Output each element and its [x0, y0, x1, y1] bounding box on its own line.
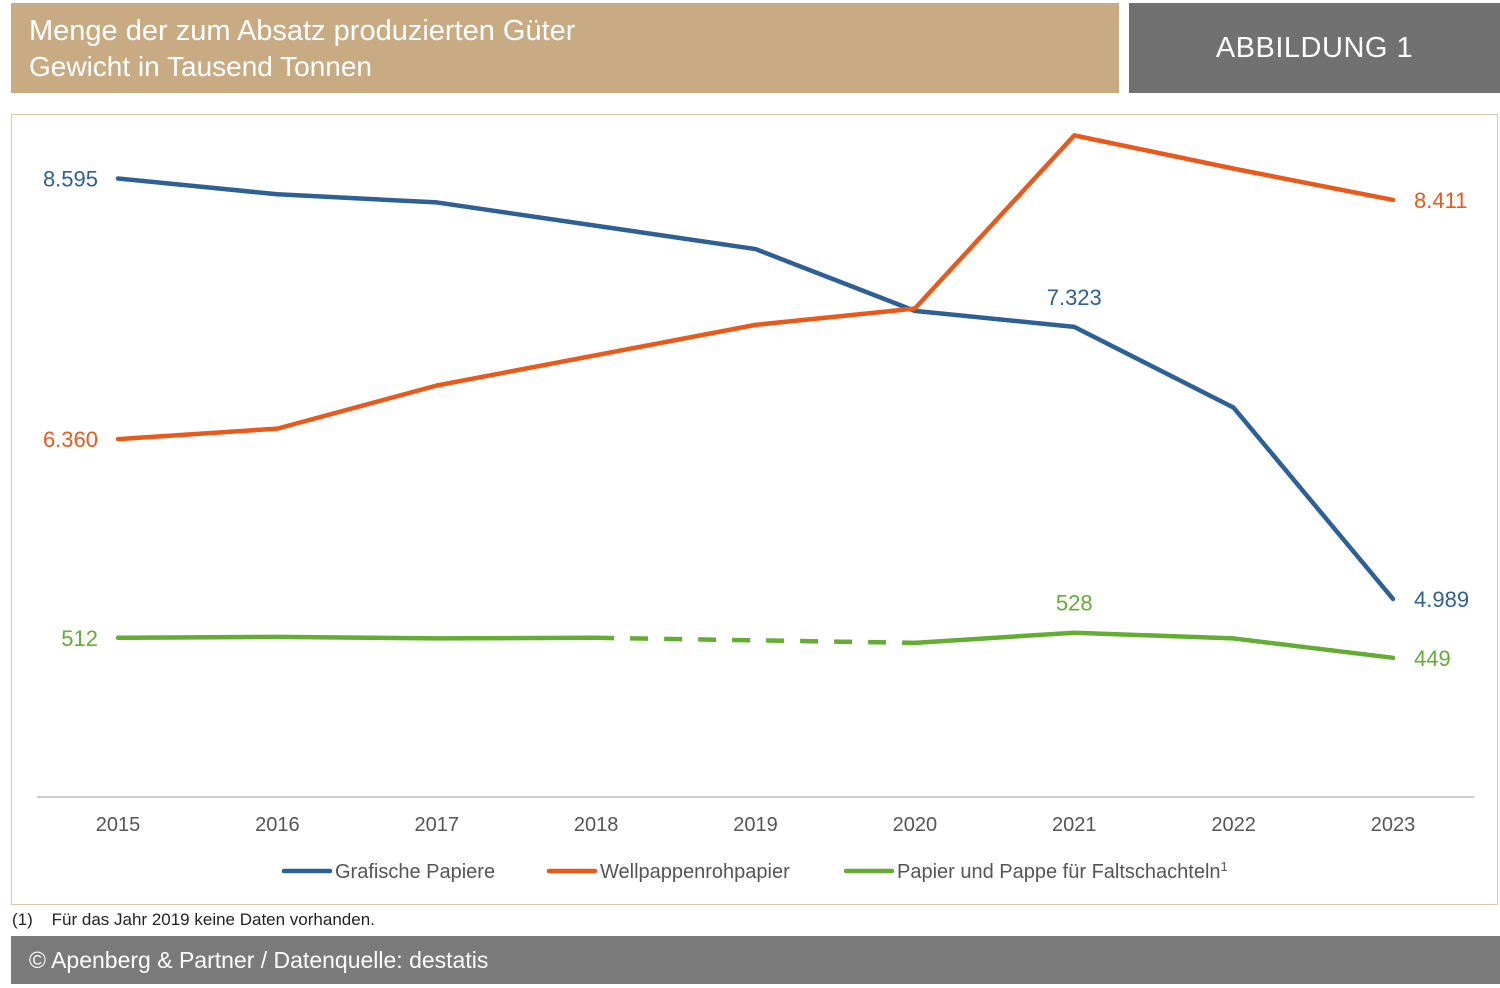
- data-label-2-2021: 8.965: [1047, 115, 1102, 118]
- data-label-1-2015: 8.595: [43, 167, 98, 192]
- data-label-1-2023: 4.989: [1414, 587, 1469, 612]
- data-label-2-2023: 8.411: [1414, 188, 1467, 213]
- data-label-3-2023: 449: [1414, 646, 1451, 671]
- series-line-3-dashed-bridge: [596, 635, 915, 646]
- x-tick-label-2015: 2015: [96, 814, 141, 836]
- footnote: (1) Für das Jahr 2019 keine Daten vorhan…: [12, 910, 375, 929]
- chart-title: Menge der zum Absatz produzierten Güter: [29, 15, 576, 47]
- legend-label-1: Grafische Papiere: [335, 861, 495, 883]
- x-tick-label-2017: 2017: [415, 814, 460, 836]
- data-label-3-2015: 512: [61, 626, 98, 651]
- data-label-1-2021: 7.323: [1047, 285, 1102, 310]
- source-footer: © Apenberg & Partner / Datenquelle: dest…: [11, 936, 1500, 984]
- x-tick-label-2016: 2016: [255, 814, 300, 836]
- x-tick-label-2023: 2023: [1371, 814, 1416, 836]
- x-tick-label-2021: 2021: [1052, 814, 1097, 836]
- data-label-2-2015: 6.360: [43, 427, 98, 452]
- series-line-1-segment-1: [115, 176, 1396, 602]
- x-tick-label-2022: 2022: [1211, 814, 1256, 836]
- chart-frame: 2015 2016 2017 2018 2019 2020 2021 2022 2023 8.59…: [11, 114, 1498, 905]
- legend-label-3: Papier und Pappe für Faltschachteln1: [897, 859, 1228, 884]
- legend-label-2: Wellpappenrohpapier: [600, 861, 790, 883]
- series-line-2-segment-1: [115, 133, 1396, 442]
- series-line-3-segment-1: [115, 634, 599, 641]
- x-tick-label-2018: 2018: [574, 814, 619, 836]
- line-chart: 2015 2016 2017 2018 2019 2020 2021 2022 2023 8.59…: [37, 115, 1474, 884]
- chart-subtitle: Gewicht in Tausend Tonnen: [29, 51, 372, 82]
- data-label-3-2021: 528: [1056, 591, 1093, 616]
- x-tick-label-2019: 2019: [733, 814, 778, 836]
- legend-footnote-marker: 1: [1221, 859, 1228, 874]
- x-tick-label-2020: 2020: [893, 814, 938, 836]
- series-line-3-segment-2: [912, 630, 1396, 661]
- chart-title-box: Menge der zum Absatz produzierten Güter …: [11, 3, 1119, 93]
- figure-label: ABBILDUNG 1: [1129, 3, 1500, 93]
